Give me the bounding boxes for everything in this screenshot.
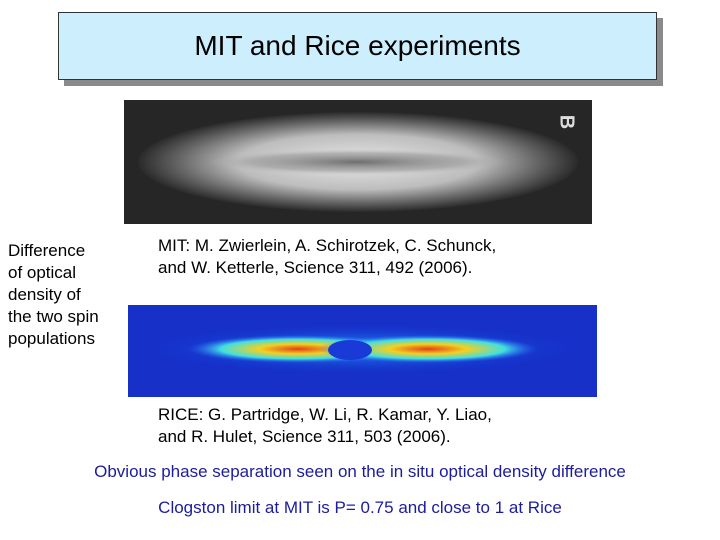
title: MIT and Rice experiments bbox=[58, 12, 657, 80]
caption-line: populations bbox=[8, 329, 95, 348]
citation-line: RICE: G. Partridge, W. Li, R. Kamar, Y. … bbox=[158, 405, 492, 424]
side-caption: Difference of optical density of the two… bbox=[8, 240, 99, 350]
citation-line: and R. Hulet, Science 311, 503 (2006). bbox=[158, 427, 451, 446]
rice-citation: RICE: G. Partridge, W. Li, R. Kamar, Y. … bbox=[158, 404, 492, 448]
citation-line: and W. Ketterle, Science 311, 492 (2006)… bbox=[158, 258, 473, 277]
mit-citation: MIT: M. Zwierlein, A. Schirotzek, C. Sch… bbox=[158, 235, 496, 279]
image-label: B bbox=[556, 115, 578, 129]
rice-image bbox=[128, 305, 597, 397]
note: Obvious phase separation seen on the in … bbox=[94, 462, 626, 481]
caption-line: the two spin bbox=[8, 307, 99, 326]
note: Clogston limit at MIT is P= 0.75 and clo… bbox=[158, 498, 562, 517]
citation-line: MIT: M. Zwierlein, A. Schirotzek, C. Sch… bbox=[158, 236, 497, 255]
caption-line: density of bbox=[8, 285, 81, 304]
mit-image: B bbox=[124, 100, 592, 224]
caption-line: Difference bbox=[8, 241, 86, 260]
caption-line: of optical bbox=[8, 263, 77, 282]
